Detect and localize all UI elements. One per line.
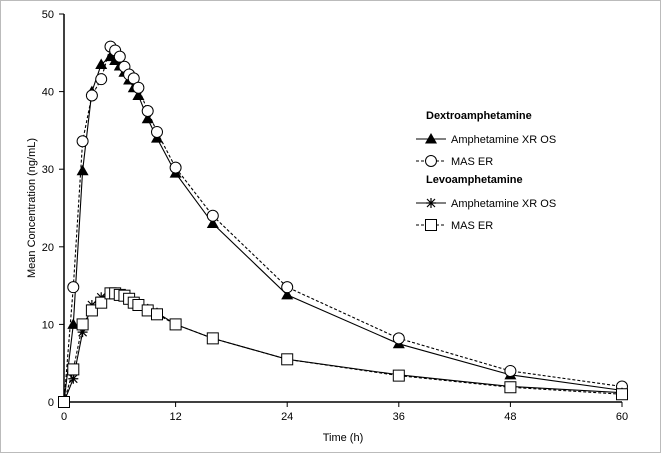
data-point-square <box>151 308 163 321</box>
data-point-circle <box>76 135 89 148</box>
series-dextroamphetamine-mas-er <box>58 40 628 408</box>
data-point-circle <box>141 105 154 117</box>
data-point-square <box>504 381 517 394</box>
data-point-triangle <box>425 133 437 144</box>
data-point-square <box>281 353 294 366</box>
data-point-square <box>206 332 219 345</box>
data-point-circle <box>132 81 145 94</box>
data-point-circle <box>281 281 294 294</box>
data-point-circle <box>127 72 140 85</box>
data-point-triangle <box>95 58 108 69</box>
x-tick-label: 0 <box>61 411 67 423</box>
x-tick-label: 60 <box>616 411 628 423</box>
legend-label: Amphetamine XR OS <box>451 198 556 210</box>
legend-group-title: Dextroamphetamine <box>426 110 532 122</box>
data-point-circle <box>425 155 437 167</box>
y-axis-label: Mean Concentration (ng/mL) <box>26 138 38 278</box>
data-point-circle <box>95 73 108 86</box>
series-levoamphetamine-mas-er <box>58 287 628 408</box>
x-axis-label: Time (h) <box>323 432 364 444</box>
x-tick-label: 12 <box>169 411 181 423</box>
data-point-square <box>85 304 98 317</box>
y-tick-label: 30 <box>42 164 54 176</box>
data-point-triangle <box>76 164 89 176</box>
series-line <box>63 45 623 403</box>
data-point-circle <box>113 50 126 63</box>
y-tick-label: 10 <box>42 319 54 331</box>
data-point-square <box>95 296 108 309</box>
data-point-circle <box>85 89 98 102</box>
legend-label: Amphetamine XR OS <box>451 134 556 146</box>
data-point-square <box>169 318 182 331</box>
x-tick-label: 36 <box>393 411 405 423</box>
data-point-triangle <box>132 89 145 100</box>
legend-group-title: Levoamphetamine <box>426 174 523 186</box>
legend-label: MAS ER <box>451 220 493 232</box>
data-point-triangle <box>206 217 219 229</box>
data-point-triangle <box>141 112 154 124</box>
data-point-circle <box>206 209 219 222</box>
data-point-circle <box>169 161 182 174</box>
x-tick-label: 48 <box>504 411 516 423</box>
data-point-square <box>392 369 405 382</box>
data-point-circle <box>392 332 405 345</box>
data-point-square <box>67 363 80 376</box>
y-tick-label: 50 <box>42 9 54 21</box>
data-point-square <box>76 318 89 331</box>
x-tick-label: 24 <box>281 411 293 423</box>
data-point-circle <box>67 281 80 294</box>
series-dextroamphetamine-amphetamine-xr-os <box>58 50 628 407</box>
y-tick-label: 40 <box>42 87 54 99</box>
data-point-circle <box>151 125 163 138</box>
y-tick-label: 0 <box>48 397 54 409</box>
data-point-square <box>58 396 70 408</box>
data-point-circle <box>504 364 517 377</box>
legend-label: MAS ER <box>451 156 493 168</box>
data-point-square <box>425 219 437 231</box>
y-tick-label: 20 <box>42 242 54 254</box>
data-point-asterisk <box>426 198 436 208</box>
data-point-square <box>616 388 628 401</box>
data-point-triangle <box>281 288 294 300</box>
